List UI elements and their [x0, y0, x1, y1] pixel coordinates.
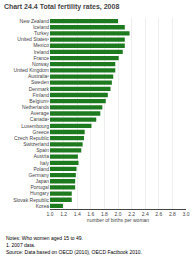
svg-text:Netherlands: Netherlands — [22, 104, 49, 110]
svg-text:Source: Data based on OECD (20: Source: Data based on OECD (2010), OECD … — [6, 249, 142, 255]
svg-text:Canada¹: Canada¹ — [30, 116, 50, 122]
svg-text:Ireland: Ireland — [34, 49, 50, 55]
svg-text:Australia¹: Australia¹ — [28, 73, 49, 79]
svg-text:Denmark: Denmark — [29, 86, 50, 92]
svg-text:2.6: 2.6 — [155, 211, 162, 217]
svg-text:Turkey: Turkey — [34, 30, 50, 36]
svg-text:Korea: Korea — [36, 203, 50, 209]
svg-text:Chart 24.4 Total fertility rat: Chart 24.4 Total fertility rates, 2008 — [4, 3, 120, 11]
svg-text:Portugal: Portugal — [30, 184, 49, 190]
svg-text:1.0: 1.0 — [47, 211, 54, 217]
svg-text:2.2: 2.2 — [128, 211, 135, 217]
svg-text:Notes: Who women aged 15 to 49: Notes: Who women aged 15 to 49. — [6, 235, 83, 241]
svg-text:Hungary: Hungary — [30, 190, 49, 196]
svg-text:Slovak Republic: Slovak Republic — [13, 197, 49, 203]
svg-text:Average: Average — [30, 110, 49, 116]
svg-text:Germany: Germany — [28, 172, 49, 178]
svg-text:Italy: Italy — [40, 160, 50, 166]
svg-text:2.4: 2.4 — [142, 211, 149, 217]
svg-text:Czech Republic: Czech Republic — [14, 135, 50, 141]
svg-text:Luxembourg: Luxembourg — [21, 123, 49, 129]
svg-text:United Kingdom: United Kingdom — [13, 67, 49, 73]
svg-text:Iceland: Iceland — [33, 24, 49, 30]
svg-text:Poland: Poland — [33, 166, 49, 172]
svg-text:Spain: Spain — [36, 147, 49, 153]
svg-text:France: France — [33, 55, 49, 61]
svg-text:1.8: 1.8 — [101, 211, 108, 217]
svg-text:number of births per woman: number of births per woman — [87, 217, 149, 223]
svg-text:Sweden: Sweden — [31, 79, 49, 85]
svg-text:1.4: 1.4 — [74, 211, 81, 217]
svg-text:Belgium¹: Belgium¹ — [29, 98, 49, 104]
svg-text:3.0: 3.0 — [183, 211, 190, 217]
svg-text:2.0: 2.0 — [115, 211, 122, 217]
svg-text:1.2: 1.2 — [60, 211, 67, 217]
svg-text:Switzerland: Switzerland — [23, 141, 49, 147]
svg-text:Greece: Greece — [33, 129, 50, 135]
svg-text:Japan: Japan — [35, 178, 49, 184]
svg-text:Finland: Finland — [33, 92, 50, 98]
svg-text:1.6: 1.6 — [87, 211, 94, 217]
svg-text:United States¹: United States¹ — [17, 36, 49, 42]
svg-text:1. 2007 data.: 1. 2007 data. — [6, 242, 35, 248]
svg-text:2.8: 2.8 — [169, 211, 176, 217]
svg-text:Mexico: Mexico — [33, 42, 49, 48]
svg-text:Austria: Austria — [33, 153, 49, 159]
svg-text:Norway: Norway — [32, 61, 49, 67]
svg-text:New Zealand: New Zealand — [20, 18, 50, 24]
